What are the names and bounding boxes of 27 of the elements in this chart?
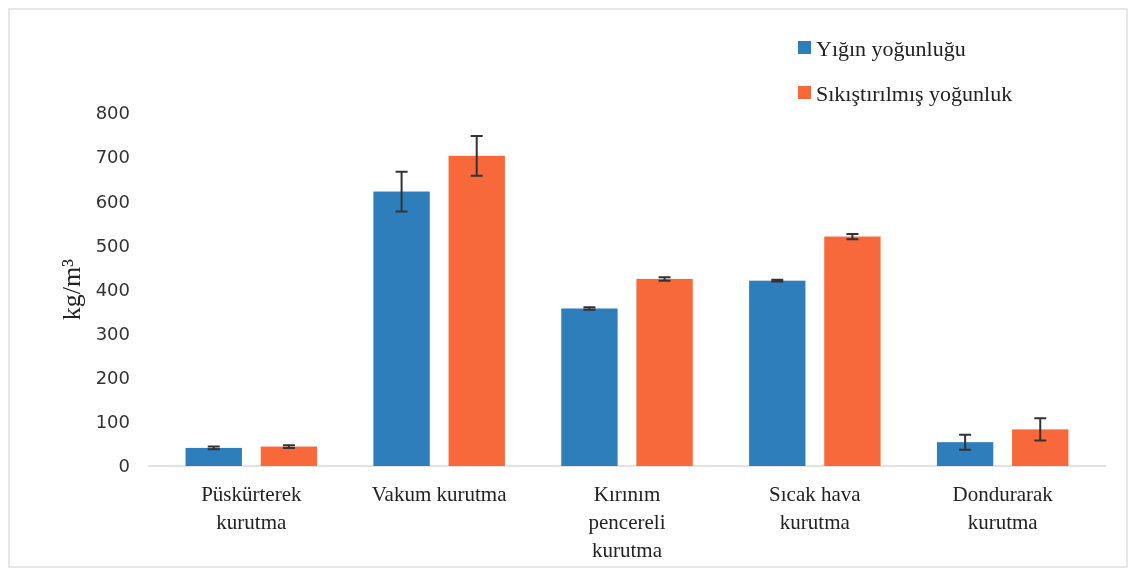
- bar: [185, 447, 242, 466]
- bar: [636, 278, 693, 466]
- x-tick-label: Sıcak hava kurutma: [769, 482, 862, 534]
- x-tick-label: Kırınım pencereli kurutma: [588, 482, 666, 562]
- y-axis-title: kg/m³: [57, 258, 86, 321]
- x-tick-label: Dondurarak kurutma: [952, 482, 1054, 534]
- bar: [936, 442, 994, 466]
- legend-label: Yığın yoğunluğu: [816, 35, 966, 61]
- y-tick-label: 0: [118, 455, 130, 477]
- x-tick-label: Vakum kurutma: [371, 482, 508, 506]
- y-tick-label: 800: [95, 102, 130, 124]
- bar: [260, 446, 318, 466]
- y-tick-label: 300: [95, 322, 130, 344]
- y-tick-label: 700: [95, 146, 130, 168]
- y-tick-label: 400: [95, 278, 130, 300]
- bar: [448, 155, 505, 466]
- bar: [1012, 429, 1069, 466]
- legend-label: Sıkıştırılmış yoğunluk: [816, 80, 1013, 106]
- bar: [561, 308, 618, 466]
- y-tick-label: 600: [95, 190, 130, 212]
- bar: [749, 280, 806, 466]
- y-tick-label: 100: [95, 411, 130, 433]
- y-tick-label: 500: [95, 234, 130, 256]
- bar: [373, 191, 430, 466]
- y-tick-label: 200: [95, 367, 130, 389]
- bar: [824, 236, 881, 466]
- x-tick-label: Püskürterek kurutma: [201, 482, 302, 534]
